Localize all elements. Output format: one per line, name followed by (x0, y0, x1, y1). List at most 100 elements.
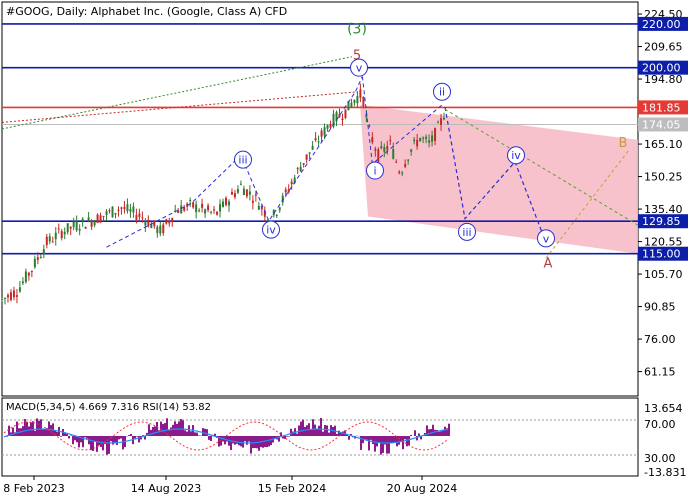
candle-body (78, 228, 81, 231)
candle-body (254, 194, 257, 196)
macd-bar (414, 430, 416, 436)
macd-bar (84, 436, 86, 438)
macd-bar (152, 427, 154, 436)
macd-bar (180, 419, 182, 436)
macd-bar (418, 433, 420, 436)
indicator-y-tick-label: 70.00 (644, 418, 676, 431)
macd-bar (274, 436, 276, 439)
macd-bar (230, 436, 232, 451)
candle-body (27, 272, 30, 276)
macd-bar (374, 436, 376, 452)
trend-line-red (1, 91, 359, 123)
candle-body (344, 109, 347, 118)
level-price-label: 129.85 (642, 215, 681, 228)
wave-label: iii (238, 154, 247, 167)
candle-body (425, 136, 428, 139)
candle-body (42, 249, 45, 254)
candle-body (380, 146, 383, 149)
wave-circle (458, 222, 476, 241)
candle-body (290, 181, 293, 185)
macd-bar (128, 435, 130, 436)
candle-body (248, 191, 251, 195)
macd-bar (300, 421, 302, 436)
macd-bar (36, 418, 38, 436)
macd-bar (210, 436, 212, 441)
candle-body (198, 210, 201, 212)
macd-bar (60, 436, 62, 437)
candle-body (320, 130, 323, 137)
wave-circle (262, 220, 280, 239)
candle-body (192, 202, 195, 208)
macd-bar (440, 431, 442, 436)
candle-body (263, 210, 266, 217)
candle-body (120, 207, 123, 209)
candle-body (162, 224, 165, 234)
macd-bar (110, 436, 112, 442)
candle-body (213, 209, 216, 211)
macd-bar (348, 436, 350, 440)
macd-bar (162, 424, 164, 436)
candle-body (189, 199, 192, 201)
x-tick-label: 15 Feb 2024 (258, 482, 326, 495)
macd-bar (76, 436, 78, 443)
candle-body (332, 113, 335, 127)
candle-body (260, 206, 263, 210)
macd-bar (310, 429, 312, 436)
candle-body (428, 140, 431, 143)
candle-body (314, 138, 317, 141)
macd-bar (324, 425, 326, 436)
macd-bar (346, 434, 348, 436)
macd-bar (224, 436, 226, 445)
macd-bar (380, 436, 382, 455)
candle-body (210, 211, 213, 213)
macd-bar (184, 430, 186, 436)
macd-bar (290, 428, 292, 436)
macd-bar (382, 436, 384, 453)
level-price-label: 220.00 (642, 18, 681, 31)
macd-bar (134, 436, 136, 439)
candle-body (102, 215, 105, 217)
candle-body (293, 177, 296, 183)
candle-body (299, 166, 302, 172)
macd-bar (56, 431, 58, 436)
candle-body (222, 201, 225, 208)
macd-bar (176, 423, 178, 436)
candle-body (201, 203, 204, 208)
macd-bar (446, 428, 448, 436)
candle-body (93, 221, 96, 226)
macd-bar (314, 424, 316, 436)
y-tick-label: 105.70 (644, 268, 683, 281)
macd-bar (332, 427, 334, 436)
candle-body (413, 139, 416, 142)
candle-body (233, 193, 236, 198)
rsi-line (3, 421, 449, 451)
macd-bar (320, 417, 322, 436)
macd-bar (82, 436, 84, 448)
macd-bar (74, 436, 76, 441)
macd-bar (122, 436, 124, 450)
macd-bar (116, 436, 118, 445)
macd-bar (154, 426, 156, 436)
macd-bar (168, 430, 170, 436)
candle-body (108, 210, 111, 212)
macd-bar (408, 436, 410, 446)
y-tick-label: 194.80 (644, 73, 683, 86)
macd-bar (146, 432, 148, 436)
macd-bar (416, 436, 418, 441)
macd-bar (108, 436, 110, 454)
macd-bar (208, 436, 210, 440)
macd-bar (204, 428, 206, 436)
candle-body (129, 209, 132, 212)
macd-bar (286, 436, 288, 437)
macd-bar (394, 436, 396, 443)
projected-wave-path (444, 106, 547, 243)
candle-body (126, 204, 129, 211)
macd-bar (86, 436, 88, 439)
candle-body (9, 292, 12, 300)
macd-bar (386, 436, 388, 454)
candle-body (48, 236, 51, 242)
candle-body (227, 201, 230, 206)
macd-bar (120, 436, 122, 439)
y-tick-label: 61.15 (644, 366, 676, 379)
candle-body (153, 220, 156, 227)
